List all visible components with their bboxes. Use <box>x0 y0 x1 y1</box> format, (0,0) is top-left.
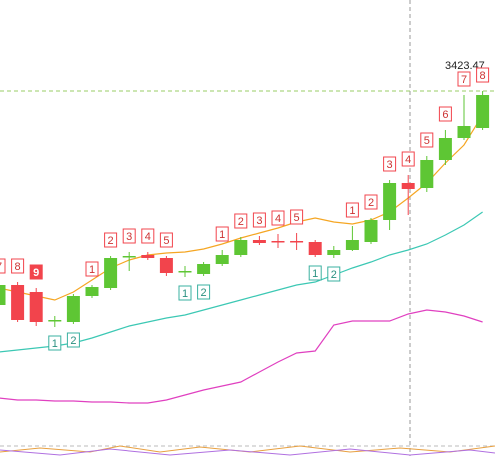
td-count-box <box>66 332 80 348</box>
candle-body <box>178 271 192 273</box>
td-count-label: 1 <box>52 338 58 350</box>
td-count-box <box>420 132 434 148</box>
td-count-box <box>11 258 25 274</box>
td-count-label: 2 <box>331 269 337 281</box>
td-count-box <box>457 71 471 87</box>
candle-body <box>290 241 304 243</box>
indicator-line <box>0 448 495 456</box>
candle-body <box>11 285 25 320</box>
candle-body <box>271 241 285 243</box>
td-count-label: 1 <box>182 288 188 300</box>
candle-body <box>215 255 229 264</box>
td-count-label: 8 <box>15 261 21 273</box>
td-count-label: 8 <box>480 70 486 82</box>
td-count-box <box>0 258 6 274</box>
td-count-box <box>178 285 192 301</box>
td-count-label: 2 <box>70 335 76 347</box>
td-count-label: 9 <box>33 267 39 279</box>
moving-average-line <box>0 309 483 404</box>
td-count-box <box>122 228 136 244</box>
candle-body <box>122 256 136 258</box>
td-count-box <box>252 212 266 228</box>
td-count-box <box>401 151 415 167</box>
td-count-box <box>308 265 322 281</box>
td-count-label: 4 <box>405 154 411 166</box>
td-count-box <box>159 232 173 248</box>
td-count-box <box>345 202 359 218</box>
td-count-label: 1 <box>312 268 318 280</box>
td-count-box <box>234 213 248 229</box>
candle-body <box>308 242 322 255</box>
td-count-label: 2 <box>201 287 207 299</box>
td-count-box <box>271 210 285 226</box>
td-count-label: 5 <box>294 212 300 224</box>
td-count-label: 3 <box>387 159 393 171</box>
candle-body <box>66 296 80 322</box>
td-count-label: 2 <box>108 235 114 247</box>
td-count-box <box>197 284 211 300</box>
td-count-box <box>85 261 99 277</box>
td-count-label: 3 <box>256 215 262 227</box>
td-count-label: 5 <box>424 135 430 147</box>
candle-body <box>197 264 211 274</box>
candle-body <box>438 138 452 160</box>
candle-body <box>364 220 378 242</box>
td-count-label: 7 <box>0 261 2 273</box>
td-count-label: 2 <box>368 197 374 209</box>
td-count-box <box>327 266 341 282</box>
td-count-box <box>364 194 378 210</box>
candle-body <box>0 285 6 305</box>
td-count-label: 4 <box>275 213 281 225</box>
candle-body <box>104 258 118 288</box>
candle-body <box>457 126 471 138</box>
candle-body <box>252 240 266 243</box>
td-count-box <box>104 232 118 248</box>
candle-body <box>234 240 248 255</box>
candle-body <box>159 258 173 273</box>
td-count-box <box>29 264 43 280</box>
candle-body <box>401 183 415 189</box>
candle-body <box>327 250 341 255</box>
td-count-box <box>383 156 397 172</box>
td-count-label: 6 <box>442 109 448 121</box>
td-count-label: 1 <box>219 229 225 241</box>
td-count-label: 7 <box>461 74 467 86</box>
td-count-label: 1 <box>89 264 95 276</box>
candle-body <box>141 255 155 258</box>
td-count-label: 5 <box>163 235 169 247</box>
td-count-box <box>438 106 452 122</box>
candle-body <box>476 95 490 128</box>
candle-body <box>48 320 62 322</box>
td-count-box <box>215 226 229 242</box>
td-count-box <box>141 228 155 244</box>
td-count-box <box>290 209 304 225</box>
td-count-label: 2 <box>238 216 244 228</box>
td-count-box <box>48 335 62 351</box>
indicator-line <box>0 445 495 453</box>
candle-body <box>85 287 99 296</box>
candle-body <box>420 160 434 188</box>
candle-body <box>383 183 397 220</box>
td-count-label: 1 <box>349 205 355 217</box>
price-label: 3423.47 <box>445 60 485 72</box>
td-count-label: 4 <box>145 231 151 243</box>
td-count-label: 3 <box>126 231 132 243</box>
candle-body <box>345 240 359 250</box>
candle-body <box>29 292 43 322</box>
td-count-box <box>476 67 490 83</box>
